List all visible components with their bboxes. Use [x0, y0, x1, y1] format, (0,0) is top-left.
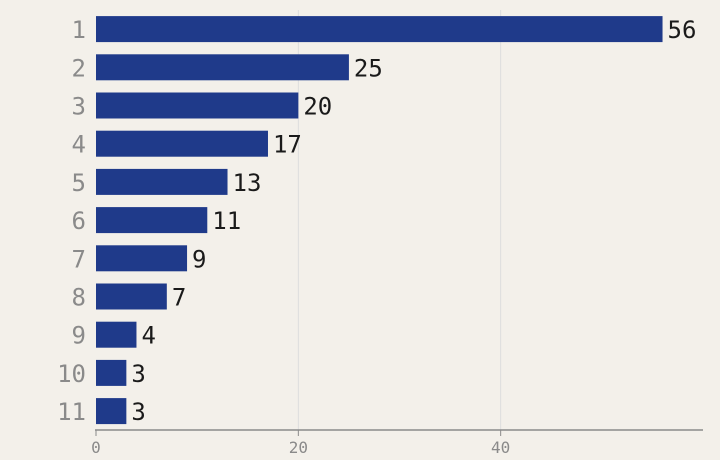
value-label-4: 17 — [273, 131, 302, 159]
category-label-3: 3 — [72, 93, 86, 121]
x-axis: 0 20 40 — [91, 429, 703, 457]
category-label-11: 11 — [57, 398, 86, 426]
bar-7 — [96, 245, 188, 272]
value-label-8: 7 — [172, 284, 186, 312]
bar-4 — [96, 130, 268, 157]
bar-2 — [96, 54, 349, 81]
value-label-7: 9 — [192, 245, 206, 273]
x-tick-label-20: 20 — [289, 438, 308, 457]
x-tick-label-0: 0 — [91, 438, 101, 457]
category-label-1: 1 — [72, 16, 86, 44]
value-label-9: 4 — [141, 322, 155, 350]
value-label-2: 25 — [354, 54, 383, 82]
bar-1 — [96, 16, 663, 43]
bar-10 — [96, 359, 127, 386]
value-label-3: 20 — [303, 93, 332, 121]
category-label-6: 6 — [72, 207, 86, 235]
bars — [96, 16, 663, 425]
bar-9 — [96, 321, 137, 348]
value-label-11: 3 — [131, 398, 145, 426]
bar-6 — [96, 207, 208, 234]
category-label-4: 4 — [72, 131, 86, 159]
x-tick-label-40: 40 — [491, 438, 510, 457]
category-label-7: 7 — [72, 245, 86, 273]
category-labels: 1 2 3 4 5 6 7 8 9 10 11 — [57, 16, 86, 426]
value-label-10: 3 — [131, 360, 145, 388]
category-label-10: 10 — [57, 360, 86, 388]
value-label-6: 11 — [212, 207, 241, 235]
value-label-1: 56 — [668, 16, 697, 44]
category-label-9: 9 — [72, 322, 86, 350]
category-label-5: 5 — [72, 169, 86, 197]
bar-5 — [96, 168, 228, 195]
bar-3 — [96, 92, 299, 119]
category-label-8: 8 — [72, 284, 86, 312]
category-label-2: 2 — [72, 54, 86, 82]
bar-8 — [96, 283, 167, 310]
bar-11 — [96, 398, 127, 425]
value-label-5: 13 — [233, 169, 262, 197]
